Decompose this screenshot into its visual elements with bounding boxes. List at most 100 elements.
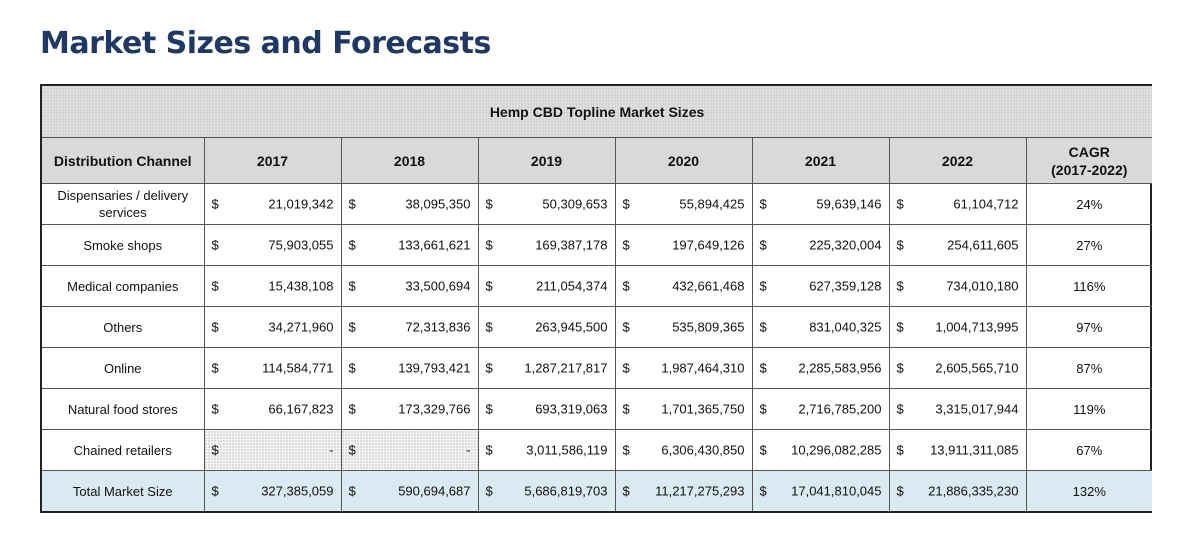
market-value: 327,385,059: [261, 483, 334, 499]
market-value: 197,649,126: [672, 237, 745, 253]
market-value: 11,217,275,293: [655, 483, 745, 499]
market-value: 55,894,425: [679, 196, 745, 212]
market-value: 734,010,180: [946, 278, 1019, 294]
market-value-cell: $66,167,823: [203, 388, 342, 430]
currency-symbol: $: [211, 278, 219, 294]
currency-symbol: $: [348, 442, 356, 458]
currency-symbol: $: [485, 483, 493, 499]
market-value: 432,661,468: [672, 278, 745, 294]
market-value: 3,011,586,119: [526, 442, 608, 458]
cagr-value: 116%: [1025, 265, 1153, 307]
market-value: 169,387,178: [535, 237, 608, 253]
table-row: Natural food stores $66,167,823 $173,329,7…: [42, 388, 1153, 430]
currency-symbol: $: [759, 401, 767, 417]
currency-symbol: $: [622, 442, 630, 458]
market-size-table: Hemp CBD Topline Market Sizes Distributi…: [42, 86, 1153, 511]
header-year: 2019: [477, 137, 616, 184]
market-value: 139,793,421: [398, 360, 471, 376]
channel-name-cell: Smoke shops: [42, 224, 205, 266]
market-value-cell: $211,054,374: [477, 265, 616, 307]
market-value: 173,329,766: [398, 401, 471, 417]
market-value-cell: $72,313,836: [340, 306, 479, 348]
market-value-cell: $535,809,365: [614, 306, 753, 348]
market-value: 21,886,335,230: [928, 483, 1019, 499]
table-body: Dispensaries / delivery services $21,019,3…: [42, 183, 1153, 511]
header-cagr-period: (2017-2022): [1051, 161, 1128, 178]
market-value: 2,285,583,956: [798, 360, 882, 376]
market-value-cell: $139,793,421: [340, 347, 479, 389]
total-cagr-value: 132%: [1025, 470, 1153, 511]
currency-symbol: $: [211, 196, 219, 212]
market-value: 535,809,365: [672, 319, 745, 335]
currency-symbol: $: [211, 319, 219, 335]
currency-symbol: $: [348, 401, 356, 417]
market-value-cell: $1,987,464,310: [614, 347, 753, 389]
market-value: 2,605,565,710: [935, 360, 1019, 376]
cagr-value: 67%: [1025, 429, 1153, 471]
market-value: 225,320,004: [809, 237, 882, 253]
market-value-cell: $114,584,771: [203, 347, 342, 389]
market-value: -: [466, 442, 471, 458]
market-value-cell: $61,104,712: [888, 183, 1027, 225]
market-value: 21,019,342: [268, 196, 334, 212]
currency-symbol: $: [485, 442, 493, 458]
market-value: 33,500,694: [405, 278, 471, 294]
market-value-cell: $169,387,178: [477, 224, 616, 266]
header-year: 2022: [888, 137, 1027, 184]
market-value-cell: $3,011,586,119: [477, 429, 616, 471]
currency-symbol: $: [759, 196, 767, 212]
market-value-cell: $2,605,565,710: [888, 347, 1027, 389]
channel-name-continued: services: [98, 205, 147, 220]
currency-symbol: $: [348, 278, 356, 294]
currency-symbol: $: [622, 237, 630, 253]
market-value: 17,041,810,045: [791, 483, 882, 499]
market-value-cell: $5,686,819,703: [477, 470, 616, 511]
market-value-cell: $75,903,055: [203, 224, 342, 266]
market-value: 693,319,063: [535, 401, 608, 417]
market-value-cell: $627,359,128: [751, 265, 890, 307]
market-value: 211,054,374: [536, 278, 608, 294]
market-value-cell: $2,716,785,200: [751, 388, 890, 430]
market-value-cell: $173,329,766: [340, 388, 479, 430]
market-value-cell: $432,661,468: [614, 265, 753, 307]
header-year: 2020: [614, 137, 753, 184]
currency-symbol: $: [896, 237, 904, 253]
currency-symbol: $: [896, 319, 904, 335]
market-value: 34,271,960: [268, 319, 334, 335]
cagr-value: 87%: [1025, 347, 1153, 389]
currency-symbol: $: [211, 442, 219, 458]
market-value-cell: $197,649,126: [614, 224, 753, 266]
currency-symbol: $: [896, 360, 904, 376]
currency-symbol: $: [896, 442, 904, 458]
market-value-cell: $734,010,180: [888, 265, 1027, 307]
market-value: 10,296,082,285: [791, 442, 882, 458]
market-value: 3,315,017,944: [935, 401, 1019, 417]
market-value-cell: $21,886,335,230: [888, 470, 1027, 511]
channel-name-cell: Dispensaries / delivery services: [42, 183, 205, 225]
market-value-cell: $59,639,146: [751, 183, 890, 225]
market-value: -: [329, 442, 334, 458]
channel-name: Medical companies: [67, 278, 179, 294]
market-value-cell: $11,217,275,293: [614, 470, 753, 511]
table-header-row: Distribution Channel 2017 2018 2019 2020…: [42, 137, 1153, 184]
header-year: 2021: [751, 137, 890, 184]
market-value: 1,287,217,817: [524, 360, 608, 376]
market-value-cell: $17,041,810,045: [751, 470, 890, 511]
market-value-cell: $693,319,063: [477, 388, 616, 430]
table-row: Dispensaries / delivery services $21,019,3…: [42, 183, 1153, 225]
currency-symbol: $: [622, 319, 630, 335]
currency-symbol: $: [622, 483, 630, 499]
market-value-cell: $38,095,350: [340, 183, 479, 225]
header-year: 2018: [340, 137, 479, 184]
market-value: 75,903,055: [268, 237, 334, 253]
cagr-value: 27%: [1025, 224, 1153, 266]
currency-symbol: $: [759, 483, 767, 499]
currency-symbol: $: [759, 319, 767, 335]
market-value: 38,095,350: [405, 196, 471, 212]
market-value: 5,686,819,703: [524, 483, 608, 499]
market-value-cell: $10,296,082,285: [751, 429, 890, 471]
market-value-cell: $34,271,960: [203, 306, 342, 348]
header-distribution-channel: Distribution Channel: [42, 137, 205, 184]
channel-name-cell: Natural food stores: [42, 388, 205, 430]
currency-symbol: $: [622, 360, 630, 376]
